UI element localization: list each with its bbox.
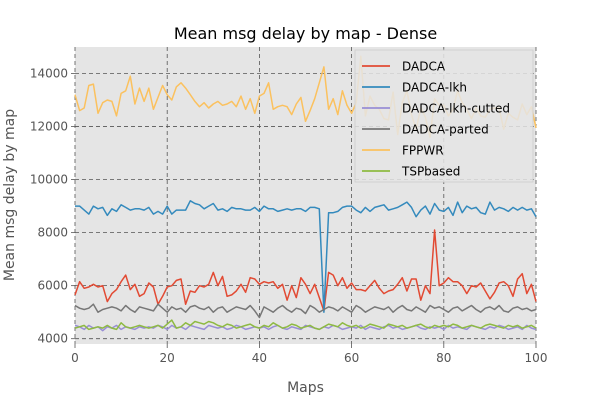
x-tick-label: 40 <box>252 351 267 365</box>
y-axis-label: Mean msg delay by map <box>2 109 18 281</box>
series-line-dadca <box>74 229 537 312</box>
y-tick-label: 10000 <box>30 173 68 187</box>
legend-label: DADCA-parted <box>402 123 489 137</box>
series-line-tspbased <box>74 319 537 331</box>
y-tick-label: 14000 <box>30 67 68 81</box>
series-line-dadca-parted <box>74 303 537 319</box>
legend: DADCA DADCA-lkh DADCA-lkh-cutted DADCA-part… <box>354 49 534 183</box>
x-tick-label: 80 <box>436 351 451 365</box>
series-line-dadca-lkh <box>75 200 537 313</box>
x-tick-label: 100 <box>525 351 548 365</box>
legend-label: DADCA-lkh-cutted <box>402 102 510 116</box>
y-tick-label: 12000 <box>30 120 68 134</box>
legend-label: DADCA <box>402 60 446 74</box>
axis-ticks: 0 20 40 60 80 100 4000 6000 8000 10000 12000 14000 <box>30 67 548 365</box>
y-tick-label: 6000 <box>37 279 68 293</box>
chart-title: Mean msg delay by map - Dense <box>174 24 437 43</box>
legend-label: FPPWR <box>402 144 444 158</box>
legend-label: DADCA-lkh <box>402 81 467 95</box>
x-axis-label: Maps <box>287 380 324 396</box>
x-tick-label: 60 <box>344 351 359 365</box>
x-tick-label: 0 <box>71 351 79 365</box>
legend-label: TSPbased <box>401 165 460 179</box>
y-tick-label: 8000 <box>37 226 68 240</box>
x-tick-label: 20 <box>160 351 175 365</box>
legend-box <box>354 49 534 183</box>
y-tick-label: 4000 <box>37 332 68 346</box>
